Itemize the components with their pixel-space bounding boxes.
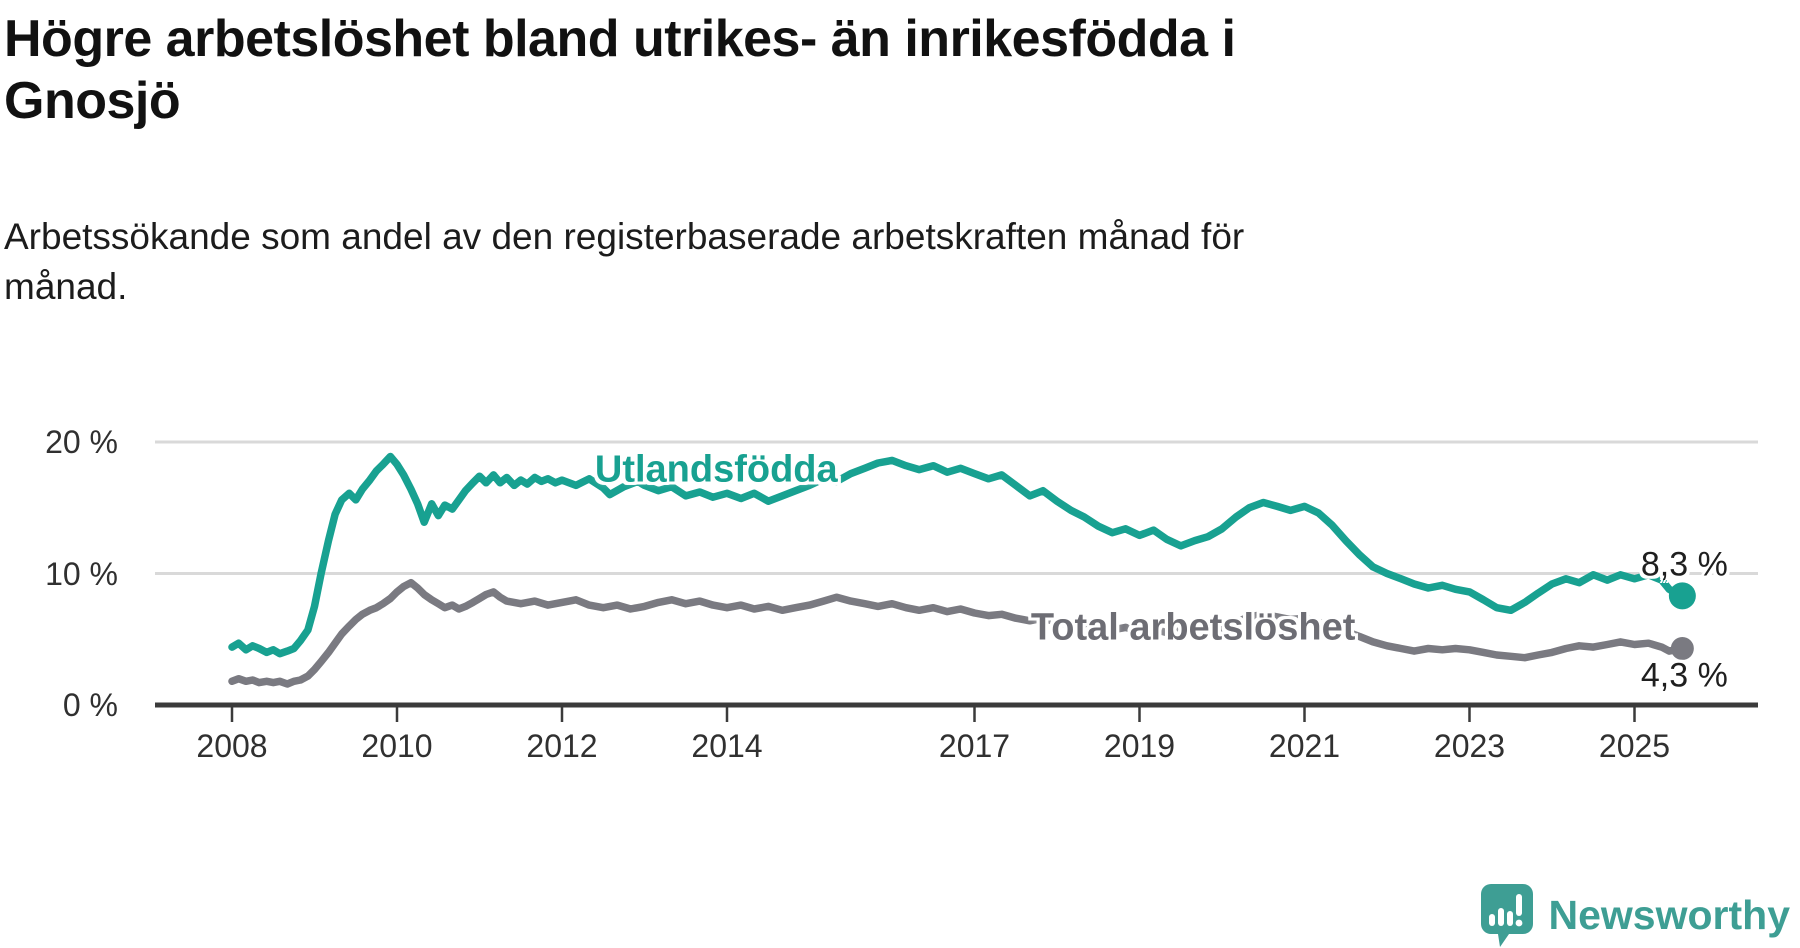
x-tick-label-2023: 2023 — [1433, 728, 1506, 764]
series-end-dot-utlandsfodda — [1668, 582, 1696, 610]
subtitle-line-1: Arbetssökande som andel av den registerb… — [4, 216, 1245, 257]
x-tick-label-2012: 2012 — [526, 728, 598, 764]
y-tick-label-0: 0 % — [62, 687, 118, 723]
x-tick-label-2017: 2017 — [938, 728, 1011, 764]
chart-subtitle: Arbetssökande som andel av den registerb… — [4, 212, 1504, 312]
series-line-total — [228, 578, 1687, 688]
title-line-2: Gnosjö — [4, 72, 181, 130]
newsworthy-brand-text: Newsworthy — [1548, 892, 1791, 938]
newsworthy-logo-icon — [1480, 884, 1533, 947]
x-tick-label-2008: 2008 — [196, 728, 268, 764]
x-tick-label-2014: 2014 — [691, 728, 763, 764]
series-line-utlandsfodda — [228, 452, 1687, 658]
y-tick-label-10: 10 % — [45, 555, 118, 592]
series-label-total-arbetsloshet: Total arbetslöshet — [1030, 606, 1356, 649]
x-tick-label-2021: 2021 — [1268, 728, 1341, 764]
end-value-label-total: 4,3 % — [1640, 656, 1728, 695]
x-tick-label-2019: 2019 — [1103, 728, 1176, 764]
y-tick-label-20: 20 % — [45, 424, 118, 460]
x-tick-label-2010: 2010 — [361, 728, 433, 764]
end-value-label-utlandsfodda: 8,3 % — [1640, 545, 1728, 584]
title-line-1: Högre arbetslöshet bland utrikes- än inr… — [4, 10, 1236, 68]
newsworthy-brand: Newsworthy — [1480, 884, 1791, 948]
x-tick-label-2025: 2025 — [1598, 728, 1671, 764]
series-label-utlandsfodda: Utlandsfödda — [594, 448, 838, 491]
series-end-dot-total — [1670, 636, 1694, 660]
subtitle-line-2: månad. — [4, 266, 128, 307]
page-title: Högre arbetslöshet bland utrikes- än inr… — [4, 8, 1504, 132]
